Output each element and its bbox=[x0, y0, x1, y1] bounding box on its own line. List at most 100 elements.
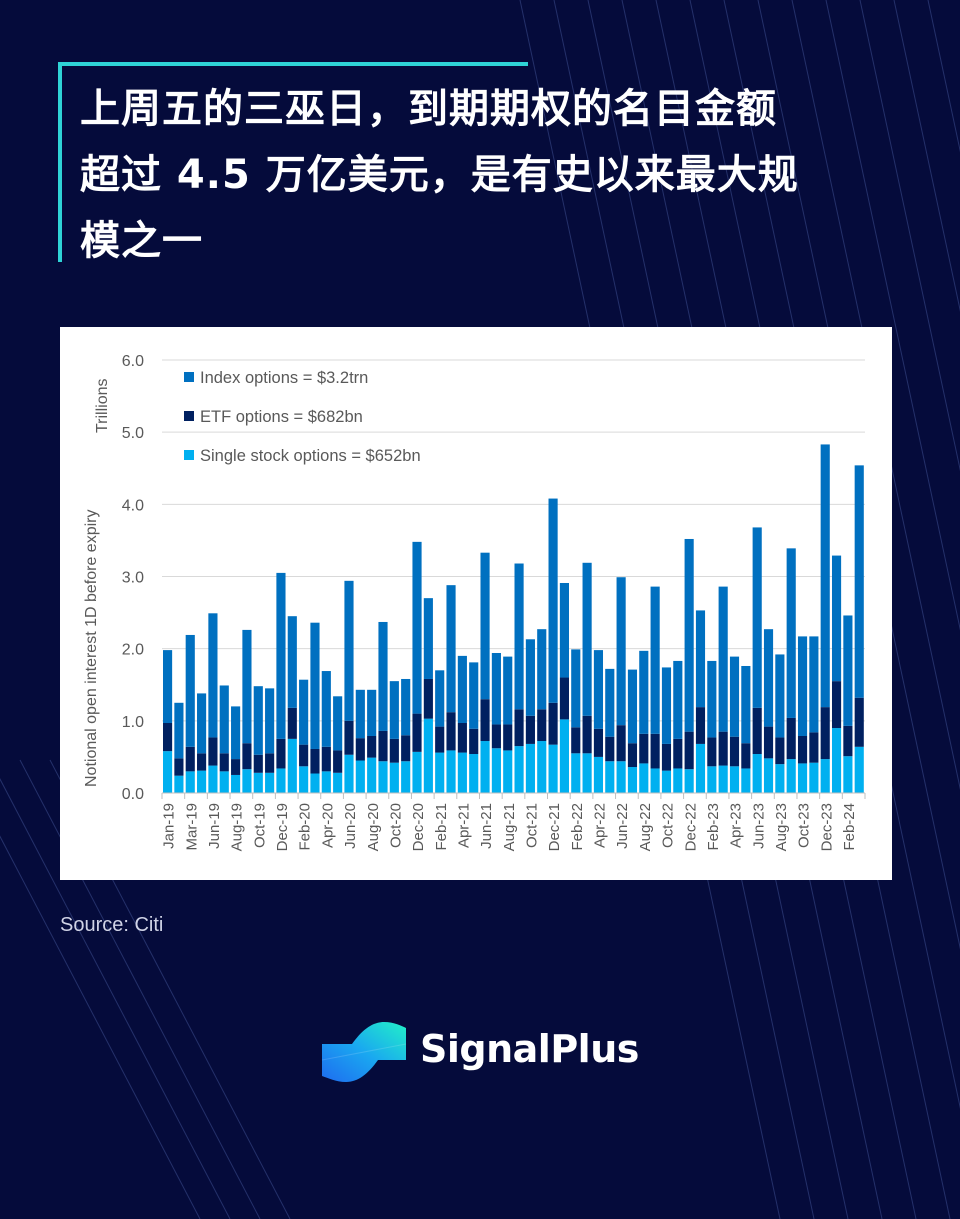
bar-index bbox=[752, 527, 762, 708]
bar-index bbox=[809, 636, 819, 733]
bar-etf bbox=[707, 737, 717, 767]
bar-single-stock bbox=[752, 754, 762, 793]
bar-index bbox=[537, 629, 547, 710]
bar-index bbox=[457, 655, 467, 723]
bar-single-stock bbox=[684, 769, 694, 793]
bar-single-stock bbox=[333, 772, 343, 793]
x-tick-label: Mar-19 bbox=[183, 803, 200, 851]
bar-single-stock bbox=[605, 761, 615, 793]
bar-index bbox=[276, 572, 286, 739]
bar-etf bbox=[174, 758, 184, 776]
y-tick-label: 3.0 bbox=[122, 570, 144, 587]
bar-single-stock bbox=[503, 750, 513, 793]
bar-index bbox=[627, 669, 638, 744]
x-tick-label: Aug-23 bbox=[773, 803, 790, 851]
x-tick-label: Feb-20 bbox=[297, 803, 314, 851]
bar-single-stock bbox=[491, 748, 501, 793]
bar-index bbox=[367, 689, 377, 736]
bar-single-stock bbox=[593, 756, 604, 793]
bar-etf bbox=[831, 681, 842, 729]
bar-single-stock bbox=[718, 765, 728, 793]
bar-index bbox=[718, 586, 728, 732]
bar-single-stock bbox=[185, 771, 195, 793]
bar-index bbox=[208, 613, 218, 738]
legend-swatch bbox=[184, 372, 194, 382]
bar-single-stock bbox=[378, 761, 388, 793]
bar-index bbox=[684, 538, 694, 732]
bar-single-stock bbox=[707, 766, 717, 793]
bar-single-stock bbox=[571, 753, 581, 793]
bar-index bbox=[639, 650, 649, 734]
bar-etf bbox=[695, 707, 706, 744]
bar-index bbox=[820, 444, 830, 708]
bar-single-stock bbox=[457, 752, 467, 793]
bar-single-stock bbox=[639, 763, 649, 793]
bar-single-stock bbox=[673, 768, 683, 793]
bar-single-stock bbox=[355, 760, 365, 793]
y-tick-label: 0.0 bbox=[122, 786, 144, 803]
bar-index bbox=[333, 696, 343, 751]
x-tick-label: Aug-22 bbox=[637, 803, 654, 851]
legend-swatch bbox=[184, 411, 194, 421]
bar-etf bbox=[616, 725, 626, 762]
bar-single-stock bbox=[435, 752, 445, 793]
bar-single-stock bbox=[537, 741, 547, 793]
bar-index bbox=[265, 688, 275, 754]
y-tick-label: 4.0 bbox=[122, 497, 144, 514]
bar-index bbox=[831, 555, 842, 682]
bar-index bbox=[491, 652, 501, 725]
x-tick-label: Feb-22 bbox=[569, 803, 586, 851]
bar-etf bbox=[389, 738, 399, 763]
bar-etf bbox=[729, 736, 740, 767]
bar-etf bbox=[559, 677, 569, 720]
bar-index bbox=[525, 639, 535, 716]
bar-index bbox=[763, 629, 774, 727]
bar-etf bbox=[673, 738, 683, 769]
bar-etf bbox=[548, 702, 558, 745]
legend-label: ETF options = $682bn bbox=[200, 408, 363, 426]
bar-etf bbox=[299, 744, 309, 767]
bar-index bbox=[446, 585, 456, 713]
bar-etf bbox=[185, 746, 195, 772]
bar-single-stock bbox=[763, 758, 774, 793]
bar-single-stock bbox=[741, 768, 751, 793]
bar-single-stock bbox=[480, 741, 490, 793]
bar-etf bbox=[401, 735, 411, 762]
bar-index bbox=[469, 662, 479, 729]
stacked-bar-chart: 0.0 1.0 2.0 3.0 4.0 5.0 6.0 Jan-19 Mar-19 Jun-19 A… bbox=[83, 353, 866, 851]
bar-etf bbox=[752, 707, 762, 755]
bar-index bbox=[797, 636, 808, 736]
bar-single-stock bbox=[786, 759, 796, 793]
bar-etf bbox=[457, 722, 467, 753]
bar-index bbox=[389, 681, 399, 739]
bar-index bbox=[242, 629, 252, 744]
x-tick-label: Jan-19 bbox=[161, 803, 178, 849]
bar-etf bbox=[231, 759, 241, 775]
bar-etf bbox=[310, 748, 320, 774]
headline-line: 模之一 bbox=[80, 218, 203, 264]
bar-etf bbox=[163, 722, 173, 752]
bar-etf bbox=[786, 717, 796, 760]
bar-single-stock bbox=[616, 761, 626, 793]
bar-index bbox=[310, 622, 320, 749]
bar-index bbox=[378, 621, 388, 731]
x-tick-label: Oct-19 bbox=[251, 803, 268, 848]
bar-index bbox=[593, 650, 604, 729]
bar-etf bbox=[287, 707, 297, 739]
bar-index bbox=[480, 552, 490, 700]
legend-label: Index options = $3.2trn bbox=[200, 369, 368, 387]
bar-etf bbox=[741, 743, 751, 769]
bar-etf bbox=[469, 728, 479, 755]
source-note: Source: Citi bbox=[60, 914, 164, 936]
bar-etf bbox=[525, 715, 535, 744]
bar-index bbox=[786, 548, 796, 718]
bar-etf bbox=[809, 732, 819, 763]
bar-single-stock bbox=[265, 772, 275, 793]
bar-etf bbox=[435, 726, 445, 753]
bar-index bbox=[321, 671, 331, 747]
bar-index bbox=[605, 668, 615, 737]
x-tick-label: Dec-22 bbox=[682, 803, 699, 851]
bar-single-stock bbox=[797, 763, 808, 793]
legend-label: Single stock options = $652bn bbox=[200, 447, 421, 465]
bar-index bbox=[185, 634, 195, 747]
